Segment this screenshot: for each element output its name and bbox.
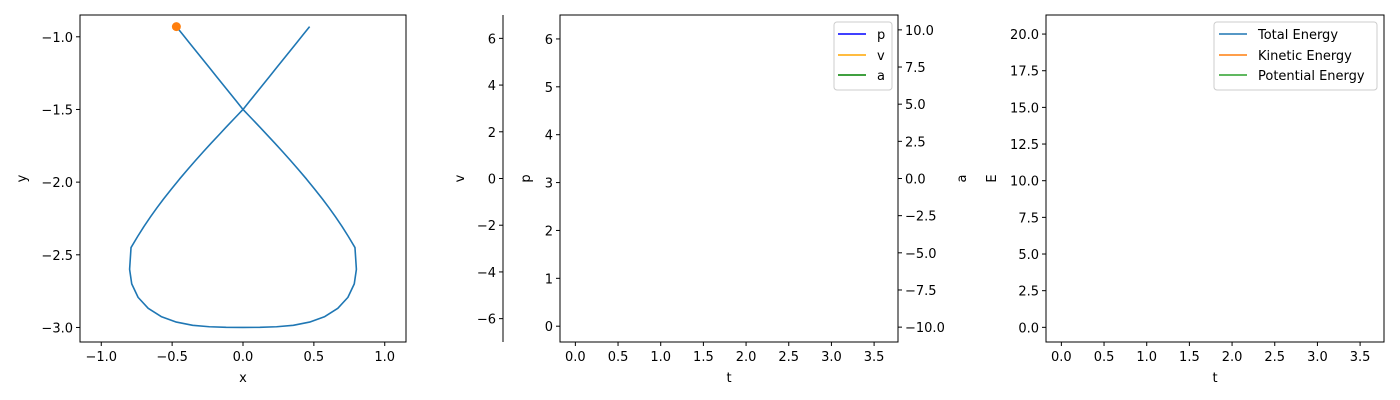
legend-label-v: v	[877, 49, 885, 64]
p-axis-tick-label-5: 5	[545, 81, 553, 96]
energy-y-tick-label-0-0: 0.0	[1018, 321, 1039, 336]
energy-y-tick-label-20-0: 20.0	[1010, 28, 1039, 43]
a-axis-tick-label-7-5: 7.5	[905, 61, 926, 76]
trajectory-y-tick-label-minus-2-5: −2.5	[41, 249, 73, 264]
pva-x-tick-label-3-0: 3.0	[821, 350, 842, 365]
v-axis-tick-label-0: 0	[488, 173, 496, 188]
pva-x-tick-label-0-0: 0.0	[565, 350, 586, 365]
pva-legend: p v a	[833, 21, 893, 91]
v-axis-tick-label-minus-6: −6	[477, 313, 496, 328]
a-axis-tick-label-minus-2-5: −2.5	[905, 210, 937, 225]
p-axis-tick-label-6: 6	[545, 33, 553, 48]
pva-x-tick-label-3-5: 3.5	[864, 350, 885, 365]
energy-x-tick-label-3-5: 3.5	[1350, 350, 1371, 365]
trajectory-x-ticks: −1.0 −0.5 0.0 0.5 1.0	[85, 342, 395, 365]
trajectory-plot: −1.0 −0.5 0.0 0.5 1.0 −3.0 −2.5 −2.0 −1.5 −1.0 x…	[15, 14, 407, 386]
energy-plot: 0.0 0.5 1.0 1.5 2.0 2.5 3.0 3.5 0.0 2.5 5.0 7.5 10.…	[985, 14, 1385, 386]
legend-label-total-energy: Total Energy	[1257, 28, 1338, 43]
v-axis-label: v	[453, 174, 468, 182]
v-axis-tick-label-6: 6	[488, 32, 496, 47]
trajectory-x-tick-label-0-0: 0.0	[233, 350, 254, 365]
a-axis-tick-label-0-0: 0.0	[905, 173, 926, 188]
trajectory-x-axis-label: x	[239, 371, 247, 386]
a-axis-label: a	[955, 175, 970, 183]
pva-x-tick-label-1-5: 1.5	[693, 350, 714, 365]
a-axis-tick-label-minus-5-0: −5.0	[905, 247, 937, 262]
energy-x-tick-label-3-0: 3.0	[1307, 350, 1328, 365]
energy-y-tick-label-10-0: 10.0	[1010, 175, 1039, 190]
energy-x-tick-label-2-0: 2.0	[1222, 350, 1243, 365]
energy-y-ticks: 0.0 2.5 5.0 7.5 10.0 12.5 15.0 17.5 20.0	[1010, 28, 1046, 336]
pva-x-tick-label-2-0: 2.0	[736, 350, 757, 365]
energy-y-tick-label-7-5: 7.5	[1018, 211, 1039, 226]
energy-legend-box	[1213, 21, 1378, 91]
p-axis-tick-label-0: 0	[545, 320, 553, 335]
a-axis-tick-label-2-5: 2.5	[905, 135, 926, 150]
a-axis-tick-label-minus-10-0: −10.0	[905, 321, 945, 336]
v-axis-tick-label-minus-4: −4	[477, 266, 496, 281]
v-axis-tick-label-2: 2	[488, 126, 496, 141]
trajectory-x-tick-label-minus-1-0: −1.0	[85, 350, 117, 365]
legend-label-potential-energy: Potential Energy	[1258, 69, 1365, 84]
a-axis-tick-label-5-0: 5.0	[905, 98, 926, 113]
p-axis-tick-label-4: 4	[545, 129, 553, 144]
pva-x-axis-label: t	[726, 371, 731, 386]
legend-label-kinetic-energy: Kinetic Energy	[1258, 49, 1352, 64]
trajectory-x-tick-label-1-0: 1.0	[374, 350, 395, 365]
p-axis-ticks: 0 1 2 3 4 5 6	[545, 33, 560, 335]
a-axis-tick-label-10-0: 10.0	[905, 24, 934, 39]
a-axis-tick-label-minus-7-5: −7.5	[905, 284, 937, 299]
energy-y-tick-label-12-5: 12.5	[1010, 138, 1039, 153]
energy-x-axis-label: t	[1212, 371, 1217, 386]
pva-x-tick-label-2-5: 2.5	[778, 350, 799, 365]
pva-x-tick-label-0-5: 0.5	[608, 350, 629, 365]
energy-y-tick-label-5-0: 5.0	[1018, 248, 1039, 263]
trajectory-y-tick-label-minus-1-5: −1.5	[41, 103, 73, 118]
energy-y-tick-label-2-5: 2.5	[1018, 285, 1039, 300]
trajectory-series	[128, 22, 358, 329]
pva-x-ticks: 0.0 0.5 1.0 1.5 2.0 2.5 3.0 3.5	[565, 342, 884, 365]
energy-y-axis-label: E	[985, 174, 1000, 182]
trajectory-x-tick-label-minus-0-5: −0.5	[156, 350, 188, 365]
p-axis-tick-label-2: 2	[545, 224, 553, 239]
v-axis-tick-label-minus-2: −2	[477, 219, 496, 234]
trajectory-y-tick-label-minus-1-0: −1.0	[41, 31, 73, 46]
energy-x-tick-label-0-0: 0.0	[1051, 350, 1072, 365]
trajectory-y-tick-label-minus-2-0: −2.0	[41, 176, 73, 191]
energy-plot-frame	[1045, 14, 1385, 343]
energy-x-ticks: 0.0 0.5 1.0 1.5 2.0 2.5 3.0 3.5	[1051, 342, 1370, 365]
a-axis-ticks: −10.0 −7.5 −5.0 −2.5 0.0 2.5 5.0 7.5 10.0	[898, 24, 945, 336]
trajectory-y-axis-label: y	[15, 174, 30, 182]
energy-x-tick-label-0-5: 0.5	[1094, 350, 1115, 365]
pva-plot: 0.0 0.5 1.0 1.5 2.0 2.5 3.0 3.5 0 1 2 3 4 5 6 −6 −4 −2 0…	[453, 14, 970, 386]
p-axis-label: p	[519, 174, 534, 182]
energy-legend: Total Energy Kinetic Energy Potential En…	[1213, 21, 1378, 91]
trajectory-y-ticks: −3.0 −2.5 −2.0 −1.5 −1.0	[41, 31, 80, 336]
legend-label-p: p	[877, 28, 885, 43]
energy-y-tick-label-17-5: 17.5	[1010, 65, 1039, 80]
trajectory-x-tick-label-0-5: 0.5	[304, 350, 325, 365]
current-position-marker	[171, 22, 181, 32]
energy-x-tick-label-2-5: 2.5	[1264, 350, 1285, 365]
energy-y-tick-label-15-0: 15.0	[1010, 101, 1039, 116]
trajectory-y-tick-label-minus-3-0: −3.0	[41, 321, 73, 336]
p-axis-tick-label-3: 3	[545, 177, 553, 192]
legend-label-a: a	[877, 69, 885, 84]
v-axis-tick-label-4: 4	[488, 79, 496, 94]
energy-x-tick-label-1-0: 1.0	[1136, 350, 1157, 365]
pva-x-tick-label-1-0: 1.0	[650, 350, 671, 365]
energy-x-tick-label-1-5: 1.5	[1179, 350, 1200, 365]
pva-legend-box	[833, 21, 893, 91]
v-axis-ticks: −6 −4 −2 0 2 4 6	[477, 32, 503, 328]
p-axis-tick-label-1: 1	[545, 272, 553, 287]
trajectory-line	[128, 26, 358, 329]
